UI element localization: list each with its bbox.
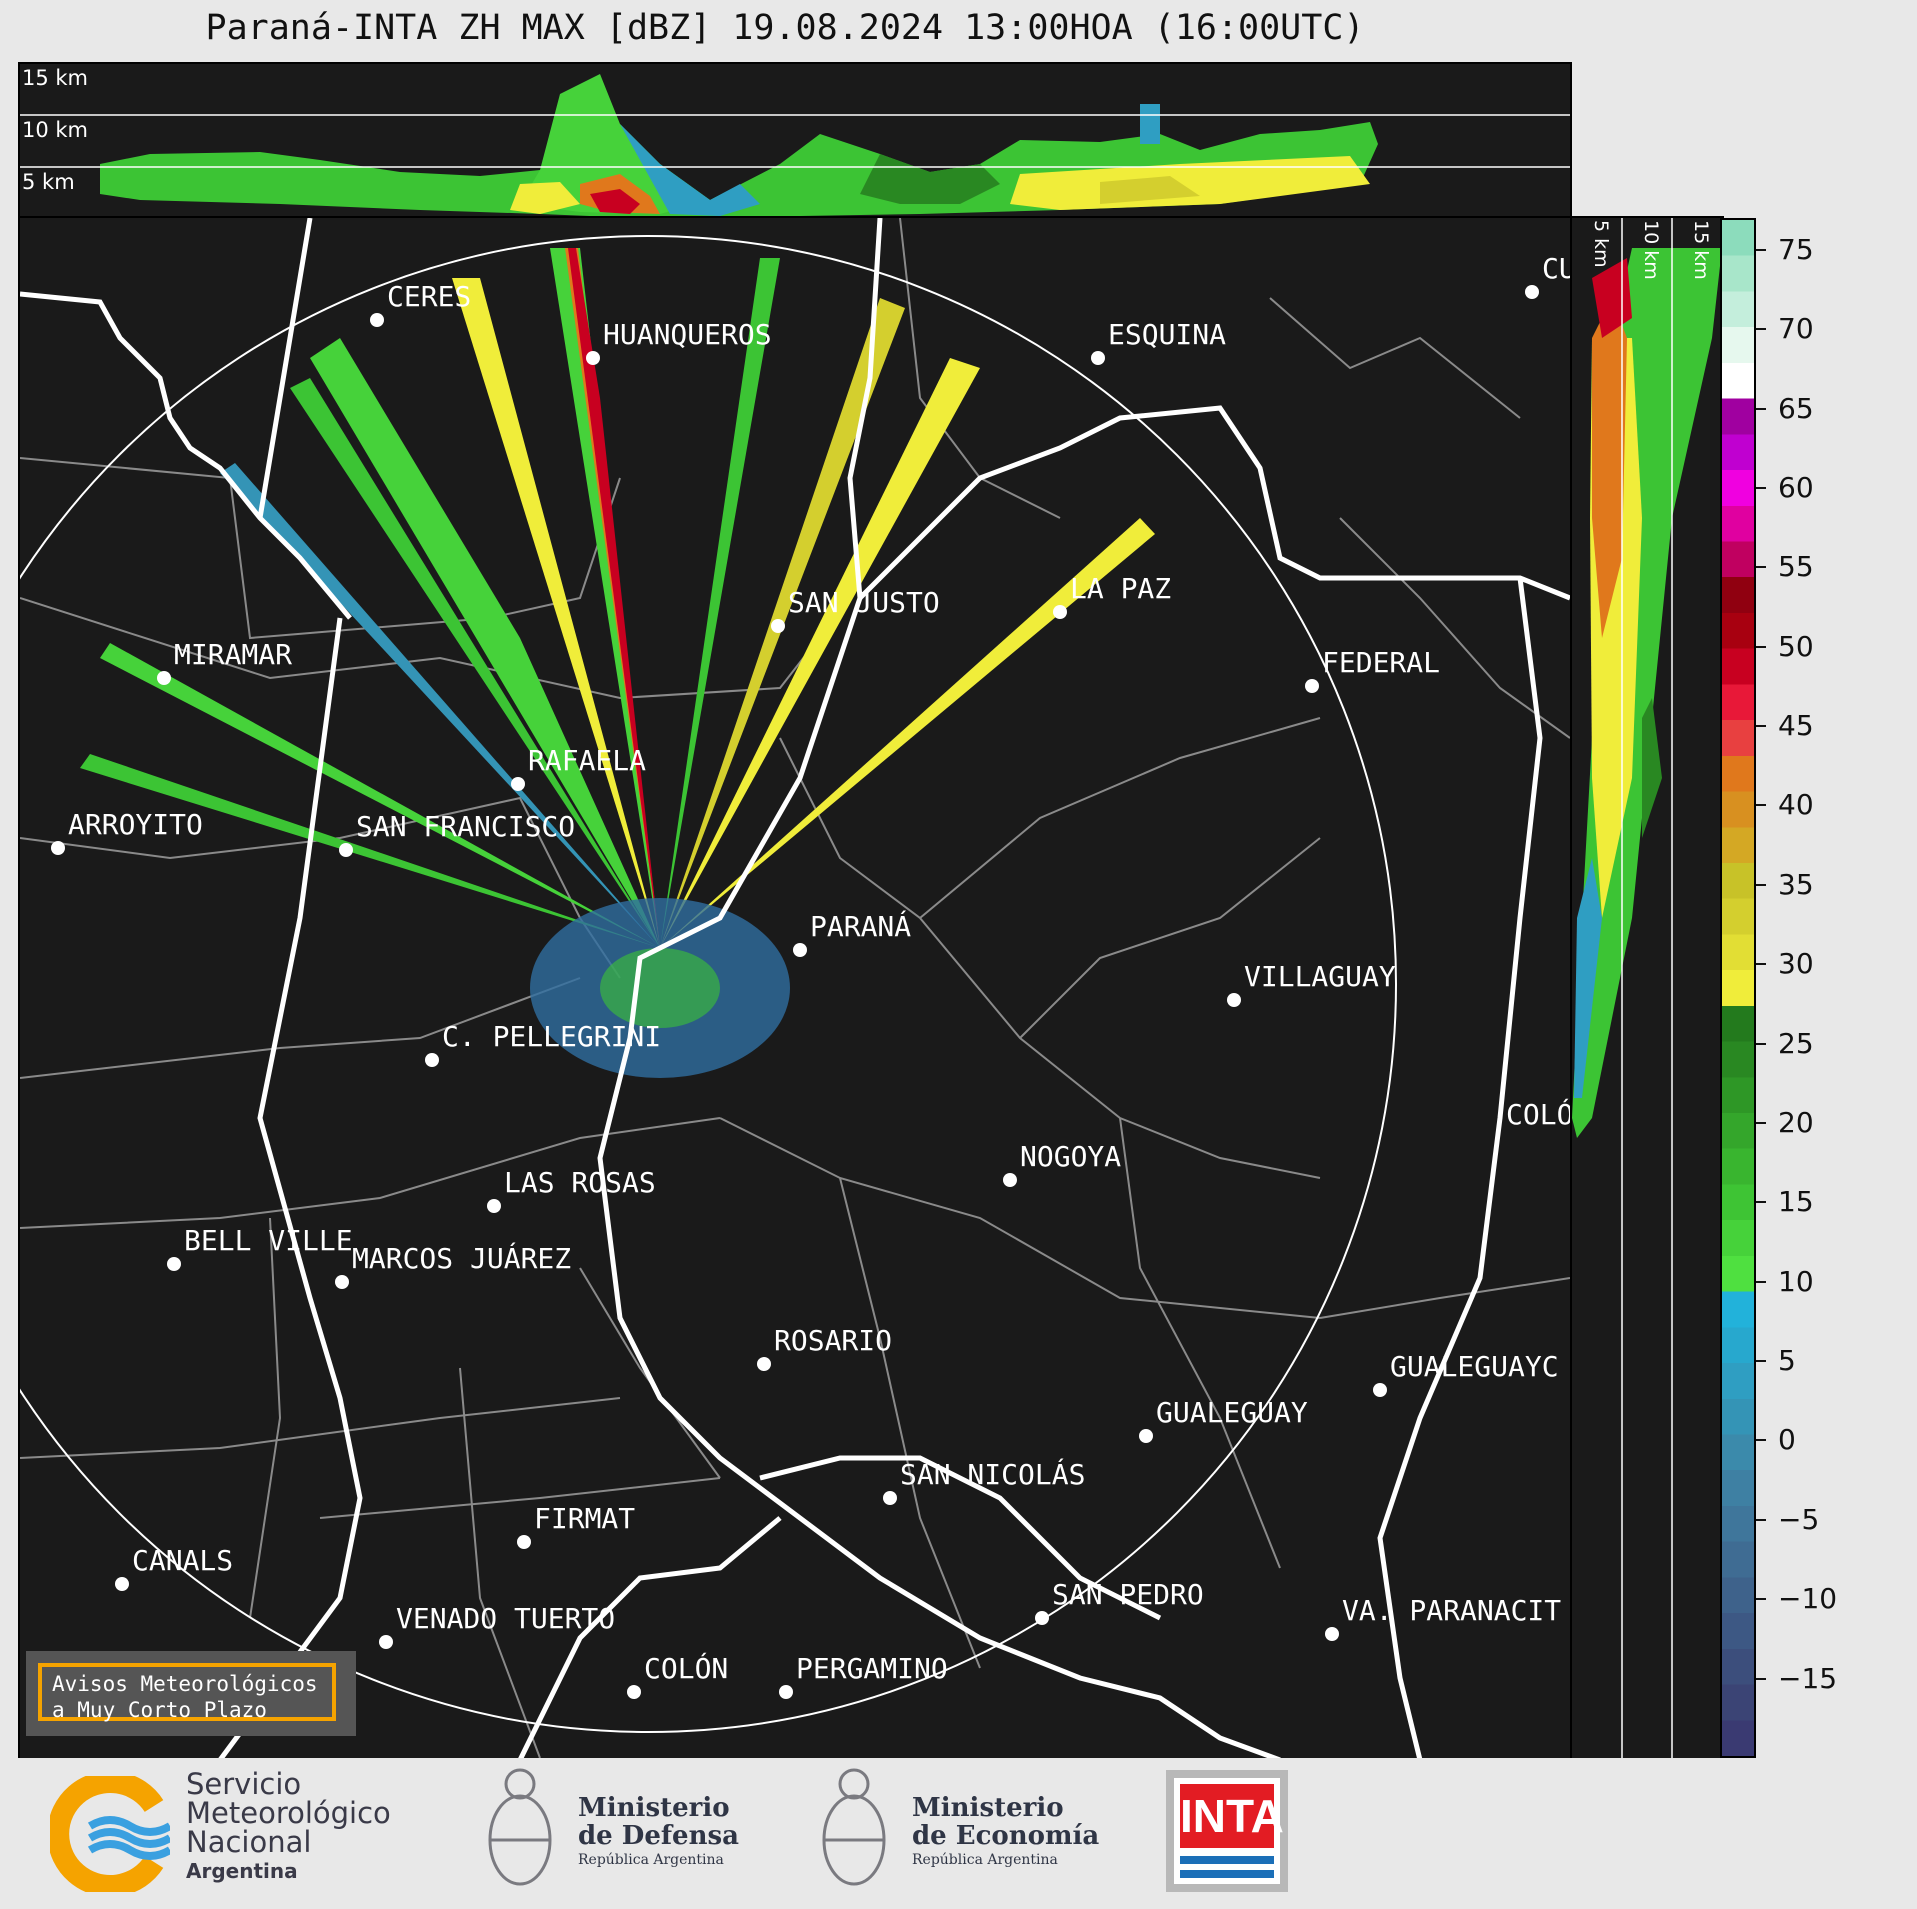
radar-map-panel: CERES HUANQUEROS ESQUINA CU SAN JUSTO LA… (18, 216, 1572, 1762)
economia-logo-text: Ministerio de Economía República Argenti… (912, 1793, 1100, 1868)
warning-line-2: a Muy Corto Plazo (52, 1698, 267, 1722)
warning-box: Avisos Meteorológicos a Muy Corto Plazo (26, 1651, 356, 1736)
colorbar-tick-mark (1756, 883, 1766, 886)
department-borders (20, 218, 1570, 1759)
range-ring (20, 235, 1397, 1733)
inta-logo-text: INTA (1180, 1784, 1284, 1848)
colorbar-tick-label: 15 (1778, 1185, 1814, 1219)
colorbar-tick-label: 20 (1778, 1105, 1814, 1139)
colorbar-tick-label: 10 (1778, 1264, 1814, 1298)
defensa-logo-text: Ministerio de Defensa República Argentin… (578, 1793, 739, 1868)
colorbar-tick-mark (1756, 963, 1766, 966)
top-height-profile-panel: 15 km 10 km 5 km (18, 62, 1572, 220)
colorbar-tick-mark (1756, 1121, 1766, 1124)
footer-logos: Servicio Meteorológico Nacional Argentin… (0, 1758, 1917, 1909)
colorbar-tick-mark (1756, 486, 1766, 489)
province-borders (20, 218, 1570, 1760)
colorbar-tick-label: 55 (1778, 550, 1814, 584)
colorbar-tick-label: −15 (1778, 1661, 1838, 1695)
inta-logo: INTA (1166, 1770, 1288, 1892)
colorbar-tick-label: 45 (1778, 709, 1814, 743)
colorbar-tick-mark (1756, 248, 1766, 251)
top-label-5km: 5 km (22, 170, 75, 194)
economia-coat-of-arms-icon (822, 1768, 886, 1886)
colorbar-tick-label: 75 (1778, 232, 1814, 266)
side-profile-echoes (1572, 248, 1722, 1138)
warning-line-1: Avisos Meteorológicos (52, 1672, 318, 1696)
colorbar-tick-mark (1756, 645, 1766, 648)
top-label-15km: 15 km (22, 66, 89, 90)
top-label-10km: 10 km (22, 118, 89, 142)
colorbar-tick-label: 30 (1778, 947, 1814, 981)
dbz-colorbar (1720, 218, 1756, 1758)
colorbar-tick-label: 35 (1778, 867, 1814, 901)
side-label-15km: 15 km (1690, 220, 1712, 280)
warning-box-inner: Avisos Meteorológicos a Muy Corto Plazo (38, 1663, 336, 1722)
colorbar-tick-mark (1756, 1201, 1766, 1204)
colorbar-tick-mark (1756, 407, 1766, 410)
colorbar-tick-mark (1756, 725, 1766, 728)
colorbar-tick-mark (1756, 1598, 1766, 1601)
side-label-5km: 5 km (1590, 220, 1612, 268)
colorbar-tick-label: −10 (1778, 1582, 1838, 1616)
colorbar-tick-label: 0 (1778, 1423, 1796, 1457)
defensa-coat-of-arms-icon (488, 1768, 552, 1886)
colorbar-tick-label: 40 (1778, 788, 1814, 822)
top-profile-svg (20, 74, 1570, 218)
colorbar-tick-label: 50 (1778, 629, 1814, 663)
side-profile-svg (1572, 218, 1722, 1760)
top-profile-echoes (100, 74, 1378, 218)
colorbar-tick-label: 25 (1778, 1026, 1814, 1060)
side-label-10km: 10 km (1640, 220, 1662, 280)
smn-logo-icon (50, 1776, 170, 1892)
map-title: Paraná-INTA ZH MAX [dBZ] 19.08.2024 13:0… (205, 8, 1365, 48)
colorbar-tick-label: 5 (1778, 1344, 1796, 1378)
colorbar-tick-mark (1756, 1518, 1766, 1521)
colorbar-tick-mark (1756, 566, 1766, 569)
colorbar-tick-mark (1756, 328, 1766, 331)
colorbar-tick-mark (1756, 1360, 1766, 1363)
colorbar-tick-mark (1756, 1042, 1766, 1045)
colorbar-tick-mark (1756, 1280, 1766, 1283)
colorbar-tick-mark (1756, 1439, 1766, 1442)
colorbar-tick-label: 60 (1778, 470, 1814, 504)
smn-logo-text: Servicio Meteorológico Nacional Argentin… (186, 1767, 391, 1884)
side-height-profile-panel: 5 km 10 km 15 km (1570, 216, 1724, 1762)
colorbar-tick-label: −5 (1778, 1502, 1820, 1536)
colorbar-tick-mark (1756, 1677, 1766, 1680)
colorbar-tick-label: 70 (1778, 312, 1814, 346)
colorbar-tick-mark (1756, 804, 1766, 807)
colorbar-tick-label: 65 (1778, 391, 1814, 425)
